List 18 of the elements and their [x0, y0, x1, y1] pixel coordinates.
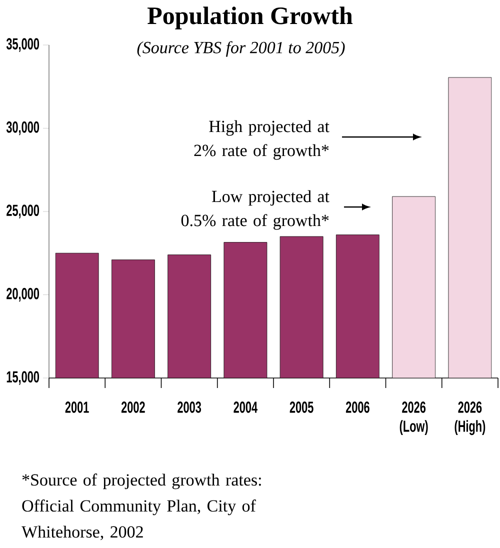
x-tick-label: 2004 — [234, 402, 258, 413]
text: *Source of projected growth rates: Official Community Plan, City of Whitehorse, 2002 — [22, 474, 261, 540]
y-tick-label: 30,000 — [6, 121, 40, 136]
chart-title: Population Growth — [148, 6, 353, 30]
x-tick-label: 2005 — [290, 402, 314, 413]
y-tick-label: 15,000 — [6, 371, 40, 385]
chart-subtitle: (Source YBS for 2001 to 2005) — [137, 41, 345, 57]
x-tick-label: 2026 (Low) — [400, 402, 428, 436]
x-tick-label: 2002 — [121, 402, 145, 413]
x-tick-label: 2003 — [178, 402, 202, 413]
x-tick-label: 2006 — [346, 402, 370, 413]
y-tick-label: 25,000 — [6, 204, 40, 218]
y-tick-label: 20,000 — [6, 288, 40, 302]
x-tick-label: 2026 (High) — [454, 402, 486, 436]
y-tick-label: 35,000 — [6, 38, 40, 52]
annotation: Low projected at 0.5% rate of growth* — [181, 190, 330, 230]
x-tick-label: 2001 — [65, 402, 89, 413]
annotation: High projected at 2% rate of growth* — [194, 120, 330, 160]
